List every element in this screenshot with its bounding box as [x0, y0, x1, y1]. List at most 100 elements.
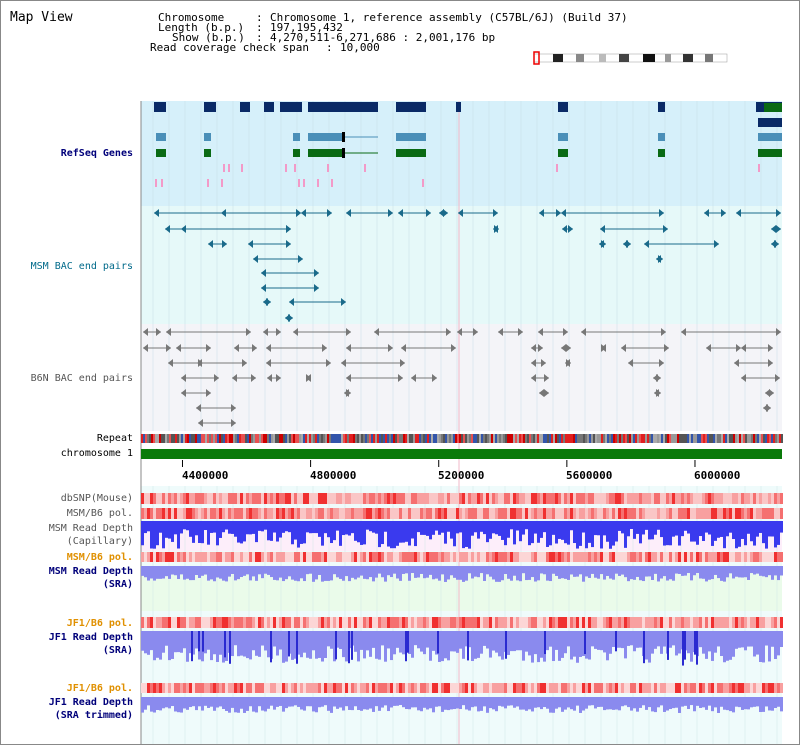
dbsnp-strip: [561, 493, 564, 504]
jf1-b6-pol-strip: [342, 617, 345, 628]
jf1-trimmed-depth-bar: [345, 697, 348, 707]
msm-b6-pol-strip-2: [150, 552, 153, 562]
msm-b6-pol-strip-2: [447, 552, 450, 562]
jf1-trimmed-depth-bar: [423, 697, 426, 708]
jf1-sra-depth-bar: [756, 631, 759, 655]
msm-b6-pol-strip-2: [423, 552, 426, 562]
repeat-element: [309, 434, 311, 443]
jf1-b6-pol-strip: [549, 617, 552, 628]
jf1-b6-pol-strip-2: [762, 683, 765, 693]
repeat-element: [487, 434, 489, 443]
repeat-element: [253, 434, 255, 443]
dbsnp-strip: [240, 493, 243, 504]
msm-b6-pol-strip-2: [663, 552, 666, 562]
dbsnp-strip: [363, 493, 366, 504]
jf1-b6-pol-strip-2: [249, 683, 252, 693]
repeat-element: [149, 434, 151, 443]
jf1-trimmed-depth-bar: [498, 697, 501, 706]
msm-b6-pol-strip-2: [711, 552, 714, 562]
msm-sra-depth-bar: [291, 566, 294, 580]
jf1-b6-pol-strip: [543, 617, 546, 628]
repeat-element: [549, 434, 551, 443]
jf1-trimmed-depth-bar: [516, 697, 519, 707]
jf1-b6-pol-strip: [672, 617, 675, 628]
b6n-bac-pair-end: [601, 344, 606, 352]
msm-sra-depth-bar: [576, 566, 579, 577]
msm-b6-pol-strip: [162, 508, 165, 519]
msm-b6-pol-strip-2: [609, 552, 612, 562]
repeat-element: [343, 434, 345, 443]
dbsnp-strip: [279, 493, 282, 504]
msm-capillary-depth-bar: [207, 521, 210, 545]
jf1-b6-pol-strip: [480, 617, 483, 628]
msm-b6-pol-strip: [777, 508, 780, 519]
jf1-trimmed-depth-bar: [156, 697, 159, 711]
repeat-element: [261, 434, 263, 443]
msm-b6-pol-strip-2: [642, 552, 645, 562]
repeat-element: [231, 434, 233, 443]
msm-capillary-depth-bar: [717, 521, 720, 538]
b6n-bac-pair-end: [411, 374, 416, 382]
jf1-b6-pol-strip: [213, 617, 216, 628]
jf1-b6-pol-strip: [747, 617, 750, 628]
repeat-element: [575, 434, 577, 443]
msm-b6-pol-strip: [606, 508, 609, 519]
msm-capillary-depth-bar: [549, 521, 552, 546]
msm-b6-pol-strip: [231, 508, 234, 519]
repeat-element: [395, 434, 397, 443]
b6n-bac-pair-end: [266, 359, 271, 367]
msm-b6-pol-strip: [423, 508, 426, 519]
jf1-b6-pol-strip-2: [159, 683, 162, 693]
msm-b6-pol-strip: [381, 508, 384, 519]
jf1-b6-pol-strip-2: [504, 683, 507, 693]
gene-refseq: [204, 102, 216, 112]
msm-b6-pol-strip: [399, 508, 402, 519]
msm-capillary-depth-bar: [168, 521, 171, 539]
jf1-sra-depth-dip: [505, 631, 507, 659]
ideogram-band: [643, 54, 655, 62]
repeat-element: [237, 434, 239, 443]
msm-sra-depth-bar: [657, 566, 660, 582]
gene-refseq: [293, 133, 300, 141]
msm-sra-depth-bar: [672, 566, 675, 581]
dbsnp-strip: [198, 493, 201, 504]
repeat-element: [317, 434, 319, 443]
msm-capillary-depth-bar: [570, 521, 573, 531]
msm-bac-pair-end: [298, 255, 303, 263]
jf1-b6-pol-strip-2: [516, 683, 519, 693]
msm-b6-pol-strip-2: [474, 552, 477, 562]
repeat-element: [361, 434, 363, 443]
repeat-element: [299, 434, 301, 443]
jf1-sra-depth-bar: [306, 631, 309, 658]
msm-sra-depth-bar: [186, 566, 189, 579]
msm-sra-depth-bar: [330, 566, 333, 581]
dbsnp-strip: [228, 493, 231, 504]
msm-sra-depth-bar: [444, 566, 447, 582]
dbsnp-strip: [537, 493, 540, 504]
msm-capillary-depth-bar: [750, 521, 753, 542]
jf1-b6-pol-strip-2: [345, 683, 348, 693]
dbsnp-strip: [471, 493, 474, 504]
msm-b6-pol-strip-2: [363, 552, 366, 562]
jf1-trimmed-depth-bar: [255, 697, 258, 713]
msm-b6-pol-strip-2: [570, 552, 573, 562]
msm-sra-depth-bar: [513, 566, 516, 576]
msm-b6-pol-strip-2: [426, 552, 429, 562]
jf1-b6-pol-strip-2: [519, 683, 522, 693]
dbsnp-strip: [660, 493, 663, 504]
repeat-element: [677, 434, 679, 443]
jf1-sra-depth-bar: [471, 631, 474, 662]
msm-capillary-depth-bar: [357, 521, 360, 543]
repeat-element: [625, 434, 627, 443]
msm-sra-depth-bar: [345, 566, 348, 577]
dbsnp-strip: [687, 493, 690, 504]
repeat-element: [255, 434, 257, 443]
repeat-element: [367, 434, 369, 443]
b6n-bac-pair-end: [741, 344, 746, 352]
jf1-b6-pol-strip-2: [618, 683, 621, 693]
jf1-b6-pol-strip: [258, 617, 261, 628]
msm-b6-pol-strip-2: [291, 552, 294, 562]
msm-capillary-depth-bar: [771, 521, 774, 537]
repeat-element: [647, 434, 649, 443]
